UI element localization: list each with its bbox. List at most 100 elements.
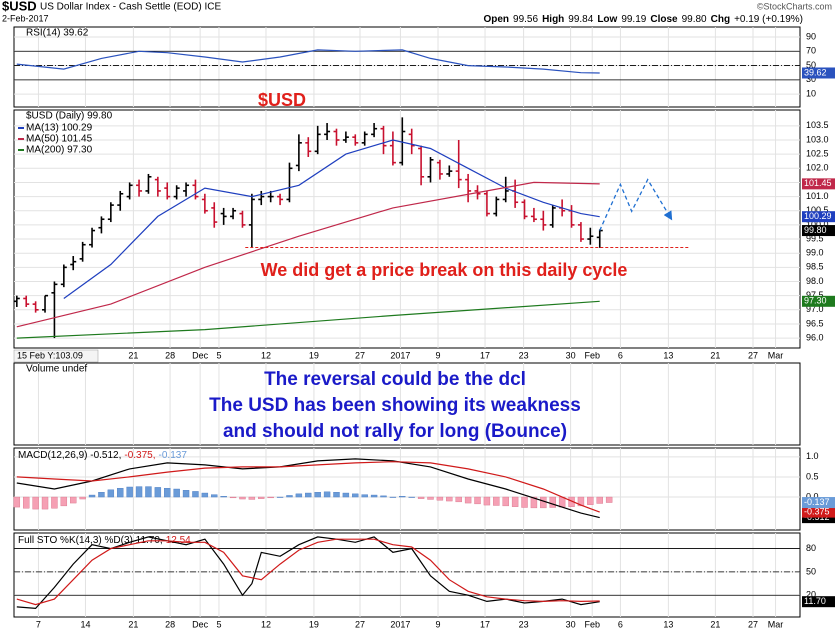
x-tick-label: 13: [663, 350, 673, 360]
x-tick-label: 27: [355, 350, 365, 360]
quote-part: +0.19 (+0.19%): [734, 14, 803, 25]
histogram-bar: [229, 496, 237, 499]
histogram-bar: [314, 492, 321, 498]
note-box: [13, 349, 99, 363]
x-tick-label: 30: [566, 350, 576, 360]
histogram-bar: [107, 489, 115, 498]
quote-part: Chg: [711, 14, 730, 25]
series-line: [16, 458, 600, 519]
y-tick-label: 102.5: [806, 149, 829, 159]
quote: Open 99.56 High 99.84 Low 99.19 Close 99.80 Chg +…: [483, 14, 803, 25]
x-tick-label: Feb: [584, 350, 600, 360]
last-value-label: 11.70: [804, 596, 826, 606]
panel: [13, 26, 801, 108]
histogram-bar: [361, 494, 368, 498]
y-tick-label: 1.0: [806, 451, 819, 461]
histogram-bar: [248, 496, 256, 500]
histogram-bar: [79, 496, 86, 500]
histogram-bar: [211, 494, 218, 498]
histogram-bar: [295, 493, 303, 498]
x-tick-label: 27: [748, 350, 758, 360]
histogram-bar: [323, 491, 331, 498]
x-tick-label: Dec: [192, 619, 209, 629]
histogram-bar: [540, 496, 547, 509]
histogram-bar: [154, 487, 162, 498]
last-value-box: [802, 178, 835, 190]
histogram-bar: [417, 496, 425, 499]
y-tick-label: 50: [806, 60, 816, 70]
series-line: [16, 536, 600, 610]
y-tick-label: 90: [806, 31, 816, 41]
last-value-box: [802, 497, 835, 509]
y-tick-label: 99.0: [806, 248, 824, 258]
y-tick-label: 102.0: [806, 163, 829, 173]
histogram-bar: [521, 496, 528, 508]
histogram-bar: [267, 496, 274, 499]
y-tick-label: 99.5: [806, 233, 824, 243]
panel-legend: MACD(12,26,9) -0.512, -0.375, -0.137: [18, 450, 187, 461]
y-tick-label: 103.5: [806, 120, 829, 130]
histogram-bar: [192, 491, 199, 498]
last-value-box: [802, 512, 835, 524]
panel-title: Volume undef: [26, 364, 87, 375]
histogram-bar: [549, 496, 556, 508]
histogram-bar: [239, 496, 246, 500]
series-line: [16, 538, 600, 606]
histogram-bar: [333, 492, 340, 498]
y-tick-label: 96.5: [806, 318, 824, 328]
histogram-bar: [98, 492, 105, 498]
x-tick-label: 9: [436, 350, 441, 360]
quote-part: 99.84: [568, 14, 593, 25]
histogram-bar: [493, 496, 500, 506]
x-tick-label: 6: [618, 350, 623, 360]
x-tick-label: 9: [436, 619, 441, 629]
histogram-bar: [41, 496, 49, 510]
x-tick-label: 21: [128, 350, 138, 360]
histogram-bar: [126, 486, 133, 498]
instrument-name: US Dollar Index - Cash Settle (EOD) ICE: [40, 2, 221, 13]
last-value-label: 39.62: [804, 67, 827, 77]
histogram-bar: [370, 494, 378, 498]
histogram-bar: [380, 495, 387, 498]
histogram-bar: [455, 496, 462, 503]
quote-part: 99.80: [682, 14, 707, 25]
histogram-bar: [399, 496, 406, 498]
last-value-box: [802, 67, 835, 79]
x-tick-label: 6: [618, 619, 623, 629]
histogram-bar: [530, 496, 538, 509]
histogram-bar: [596, 496, 603, 504]
annotation: and should not rally for long (Bounce): [223, 421, 567, 442]
y-tick-label: 97.5: [806, 290, 824, 300]
annotation: $USD: [258, 90, 306, 110]
histogram-bar: [446, 496, 453, 502]
histogram-bar: [220, 496, 227, 498]
series-line: [16, 181, 600, 328]
series-line: [16, 49, 600, 74]
note: 15 Feb Y:103.09: [17, 350, 83, 360]
x-tick-label: 21: [710, 350, 720, 360]
series-line: [16, 300, 600, 339]
histogram-bar: [474, 496, 481, 505]
x-tick-label: 23: [519, 619, 529, 629]
x-tick-label: 7: [36, 619, 41, 629]
y-tick-label: 98.0: [806, 276, 824, 286]
legend-label: MA(200) 97.30: [26, 145, 93, 156]
x-tick-label: 30: [566, 619, 576, 629]
last-value-label: 97.30: [804, 296, 827, 306]
legend-part: -0.137: [159, 450, 188, 461]
x-tick-label: 2017: [390, 350, 410, 360]
x-tick-label: 21: [128, 619, 138, 629]
x-tick-label: Feb: [584, 619, 600, 629]
quote-part: 99.56: [513, 14, 538, 25]
date: 2-Feb-2017: [2, 13, 49, 23]
last-value-label: -0.375: [804, 506, 830, 516]
series-line: [16, 461, 600, 513]
x-tick-label: 5: [216, 619, 221, 629]
x-tick-label: 27: [355, 619, 365, 629]
quote-part: Low: [597, 14, 617, 25]
histogram-bar: [88, 494, 96, 498]
quote-part: High: [542, 14, 564, 25]
histogram-bar: [286, 495, 293, 498]
y-tick-label: 101.0: [806, 191, 829, 201]
